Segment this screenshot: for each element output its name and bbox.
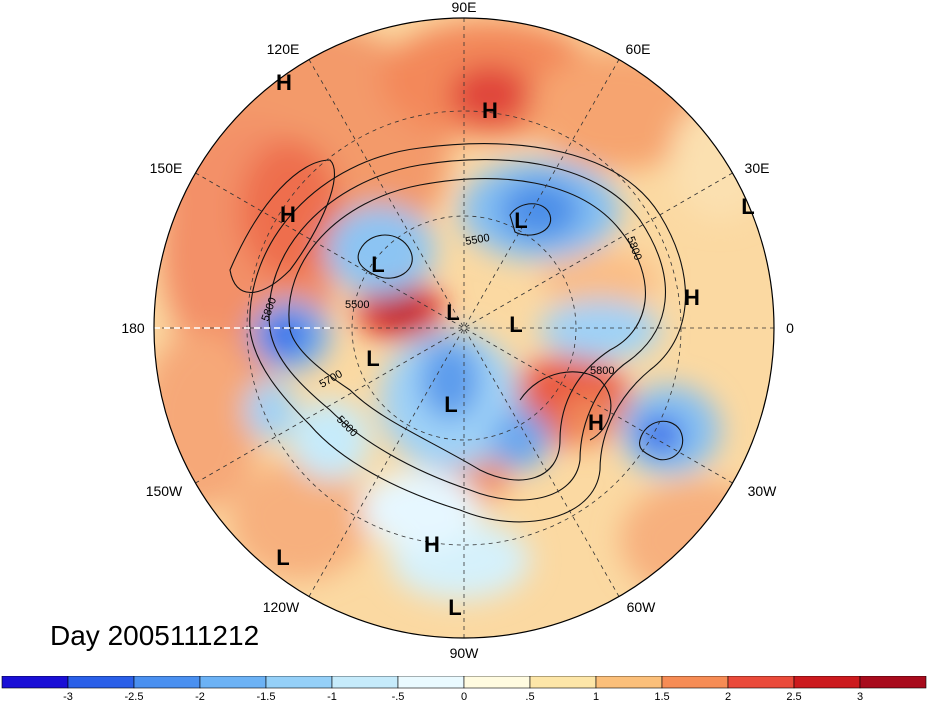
- lon-label-30w: 30W: [748, 483, 778, 499]
- low-pressure-marker: L: [741, 194, 754, 219]
- colorbar-swatch: [859, 676, 927, 689]
- colorbar-tick-label: -1.5: [257, 691, 276, 702]
- colorbar-swatch: [133, 676, 201, 689]
- lon-label-90e: 90E: [452, 0, 477, 15]
- low-pressure-marker: L: [448, 595, 461, 620]
- colorbar-swatch: [1, 676, 69, 689]
- colorbar-swatch: [265, 676, 333, 689]
- contour-label: 5500: [345, 299, 369, 311]
- colorbar-swatch: [727, 676, 795, 689]
- lon-label-60w: 60W: [627, 599, 657, 615]
- colorbar: -3 -2.5 -2 -1.5 -1 -.5 0 .5 1 1.5 2 2.5 3: [1, 676, 927, 702]
- low-pressure-marker: L: [371, 252, 384, 277]
- height-contours: [229, 143, 687, 523]
- high-pressure-marker: H: [424, 532, 440, 557]
- high-pressure-marker: H: [684, 285, 700, 310]
- high-pressure-marker: H: [482, 98, 498, 123]
- colorbar-tick-label: -2: [195, 691, 205, 702]
- low-pressure-marker: L: [509, 312, 522, 337]
- colorbar-tick-label: 0: [461, 691, 467, 702]
- low-pressure-marker: L: [366, 346, 379, 371]
- lon-label-0: 0: [786, 320, 794, 336]
- lon-label-60e: 60E: [626, 41, 651, 57]
- colorbar-tick-label: -.5: [392, 691, 405, 702]
- colorbar-swatch: [793, 676, 861, 689]
- colorbar-tick-label: 1: [593, 691, 599, 702]
- contour-label: 5800: [590, 365, 614, 377]
- lon-label-120e: 120E: [267, 41, 300, 57]
- colorbar-swatch: [331, 676, 399, 689]
- lon-label-90w: 90W: [450, 645, 480, 661]
- low-pressure-marker: L: [514, 208, 527, 233]
- day-label: Day 2005111212: [50, 620, 260, 651]
- colorbar-tick-label: 3: [857, 691, 863, 702]
- colorbar-ticks: -3 -2.5 -2 -1.5 -1 -.5 0 .5 1 1.5 2 2.5 3: [63, 691, 863, 702]
- colorbar-swatch: [595, 676, 663, 689]
- colorbar-swatches: [1, 676, 927, 689]
- high-pressure-marker: H: [588, 410, 604, 435]
- colorbar-tick-label: -2.5: [125, 691, 144, 702]
- pressure-systems: H H H L L L L L L L H H L H L: [276, 70, 755, 620]
- colorbar-swatch: [397, 676, 465, 689]
- lon-label-150w: 150W: [146, 483, 183, 499]
- high-pressure-marker: H: [276, 70, 292, 95]
- lon-label-150e: 150E: [150, 160, 183, 176]
- colorbar-tick-label: -3: [63, 691, 73, 702]
- map-border: [153, 17, 775, 639]
- high-pressure-marker: H: [280, 202, 296, 227]
- lon-label-30e: 30E: [745, 160, 770, 176]
- colorbar-swatch: [661, 676, 729, 689]
- colorbar-swatch: [67, 676, 135, 689]
- colorbar-tick-label: 1.5: [654, 691, 669, 702]
- colorbar-tick-label: -1: [327, 691, 337, 702]
- low-pressure-marker: L: [276, 545, 289, 570]
- lon-label-120w: 120W: [263, 599, 300, 615]
- colorbar-tick-label: 2.5: [786, 691, 801, 702]
- colorbar-swatch: [529, 676, 597, 689]
- colorbar-swatch: [463, 676, 531, 689]
- colorbar-tick-label: .5: [525, 691, 534, 702]
- contour-label: 5500: [464, 232, 490, 248]
- low-pressure-marker: L: [444, 392, 457, 417]
- colorbar-swatch: [199, 676, 267, 689]
- lon-label-180: 180: [121, 320, 145, 336]
- longitude-labels: 90E 60E 30E 0 30W 60W 90W 120W 150W 180 …: [121, 0, 794, 661]
- low-pressure-marker: L: [446, 300, 459, 325]
- colorbar-tick-label: 2: [725, 691, 731, 702]
